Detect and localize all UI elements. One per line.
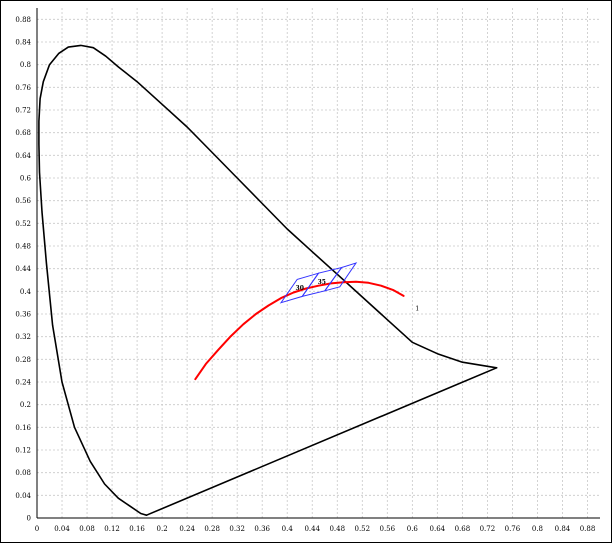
x-tick-label: 0.64 [430, 525, 446, 533]
x-tick-label: 0.32 [229, 525, 245, 533]
x-tick-label: 0.28 [204, 525, 220, 533]
y-tick-label: 0.6 [20, 175, 32, 183]
x-tick-label: 0.36 [254, 525, 270, 533]
x-tick-label: 0.08 [79, 525, 95, 533]
y-tick-label: 0 [27, 515, 31, 523]
x-tick-label: 0.16 [129, 525, 145, 533]
axes [36, 8, 600, 519]
y-tick-label: 0.24 [15, 379, 31, 387]
x-tick-label: 0.04 [54, 525, 70, 533]
x-tick-label: 0.76 [505, 525, 521, 533]
x-tick-label: 0.2 [157, 525, 168, 533]
y-tick-label: 0.4 [20, 288, 32, 296]
x-tick-label: 0.8 [532, 525, 543, 533]
x-tick-label: 0.44 [304, 525, 320, 533]
x-tick-label: 0.84 [555, 525, 571, 533]
x-tick-label: 0.56 [380, 525, 396, 533]
y-tick-label: 0.72 [15, 107, 31, 115]
x-tick-labels: 0 0.04 0.08 0.12 0.16 0.2 0.24 0.28 0.32 0.36 0.4 0… [35, 525, 596, 533]
region-box [323, 262, 358, 292]
x-tick-label: 0 [35, 525, 39, 533]
x-tick-label: 0.12 [104, 525, 120, 533]
y-tick-label: 0.52 [15, 220, 31, 228]
x-tick-label: 0.72 [480, 525, 496, 533]
y-tick-label: 0.36 [15, 311, 31, 319]
x-tick-label: 0.68 [455, 525, 471, 533]
spectral-locus-line [38, 44, 498, 517]
planckian-locus-line [194, 280, 405, 381]
plot-area: 30 35 1 [38, 44, 498, 517]
region-label: 35 [318, 279, 326, 286]
line-of-purples-line [145, 366, 498, 517]
y-tick-label: 0.28 [15, 356, 31, 364]
y-tick-label: 0.76 [15, 84, 31, 92]
x-tick-label: 0.48 [329, 525, 345, 533]
region-label: 30 [296, 285, 304, 292]
point-marker: 1 [415, 305, 419, 312]
x-tick-label: 0.88 [580, 525, 596, 533]
y-tick-labels: 0 0.04 0.08 0.12 0.16 0.2 0.24 0.28 0.32 0.36 0.4 0… [15, 16, 31, 523]
x-tick-label: 0.52 [354, 525, 370, 533]
y-tick-label: 0.68 [15, 129, 31, 137]
y-tick-label: 0.64 [15, 152, 31, 160]
y-tick-label: 0.84 [15, 39, 31, 47]
y-tick-label: 0.12 [15, 447, 31, 455]
y-tick-label: 0.08 [15, 469, 31, 477]
x-tick-label: 0.6 [407, 525, 419, 533]
y-tick-label: 0.56 [15, 197, 31, 205]
y-tick-label: 0.48 [15, 243, 31, 251]
y-tick-label: 0.32 [15, 333, 31, 341]
y-tick-label: 0.2 [20, 401, 31, 409]
x-tick-label: 0.24 [179, 525, 195, 533]
x-tick-label: 0.4 [282, 525, 294, 533]
y-tick-label: 0.16 [15, 424, 31, 432]
y-tick-label: 0.88 [15, 16, 31, 24]
y-tick-label: 0.8 [20, 61, 31, 69]
grid-lines [37, 8, 600, 518]
y-tick-label: 0.04 [15, 492, 31, 500]
y-tick-label: 0.44 [15, 265, 31, 273]
